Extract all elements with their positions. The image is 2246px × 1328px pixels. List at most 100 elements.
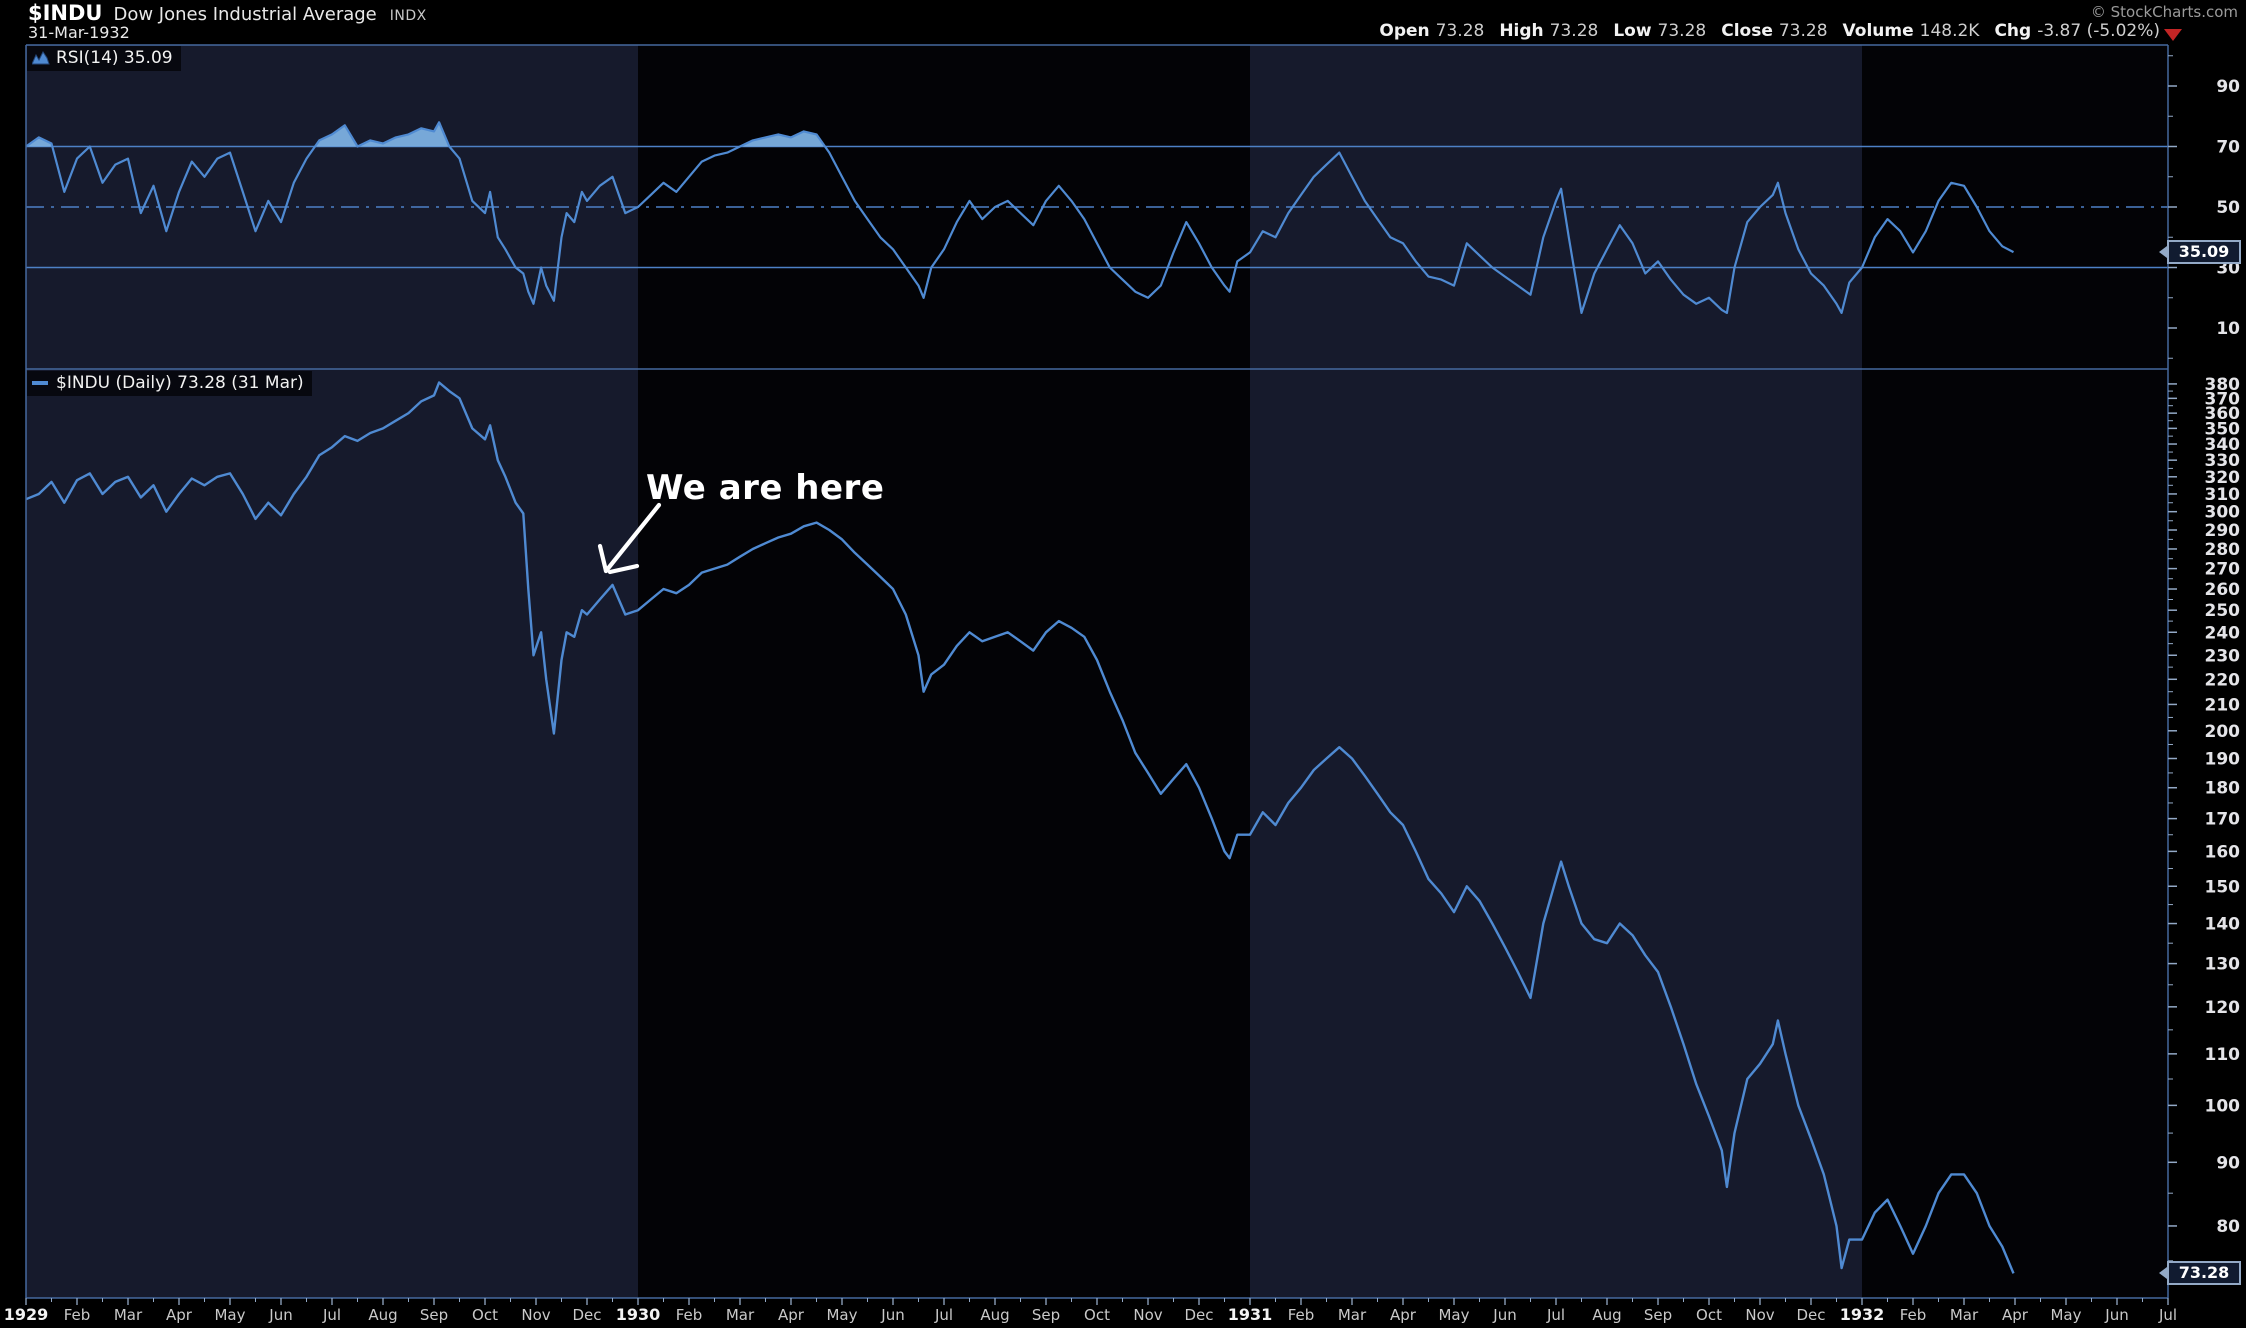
price-tick-label: 340 (2205, 435, 2241, 455)
quote-volume-label: Volume (1842, 21, 1914, 41)
price-tick-label: 240 (2205, 623, 2241, 643)
year-band (26, 45, 638, 1298)
quote-open-label: Open (1379, 21, 1430, 41)
x-axis-label: 1931 (1228, 1305, 1273, 1324)
quote-high-label: High (1499, 21, 1544, 41)
price-line (25, 381, 2015, 1274)
instrument-name: Dow Jones Industrial Average (113, 4, 377, 25)
x-axis-label: Feb (1288, 1306, 1315, 1324)
quote-close-label: Close (1721, 21, 1773, 41)
rsi-tick-label: 70 (2216, 138, 2240, 158)
x-axis-label: Oct (1696, 1306, 1722, 1324)
quote-close-value: 73.28 (1778, 21, 1828, 41)
price-tick-label: 110 (2205, 1045, 2241, 1065)
price-tick-label: 100 (2205, 1096, 2241, 1116)
x-axis-label: Dec (1184, 1306, 1213, 1324)
rsi-current-value: 35.09 (2178, 242, 2230, 262)
x-axis-label: Mar (1950, 1306, 1979, 1324)
price-tick-label: 80 (2216, 1217, 2240, 1237)
price-tick-label: 220 (2205, 670, 2241, 690)
price-tick-label: 210 (2205, 695, 2241, 715)
price-line-swatch-icon (32, 381, 48, 385)
x-axis-label: Feb (64, 1306, 91, 1324)
price-tick-label: 180 (2205, 779, 2241, 799)
quote-low-value: 73.28 (1657, 21, 1707, 41)
we-are-here-arrow (603, 502, 662, 574)
x-axis-label: May (2050, 1306, 2081, 1324)
x-axis-label: Sep (420, 1306, 448, 1324)
rsi-legend: RSI(14) 35.09 (27, 46, 181, 71)
price-tick-label: 260 (2205, 580, 2241, 600)
price-tick-label: 280 (2205, 540, 2241, 560)
x-axis-label: Aug (980, 1306, 1009, 1324)
x-axis-label: Feb (676, 1306, 703, 1324)
quote-volume-value: 148.2K (1919, 21, 1980, 41)
price-tick-label: 370 (2205, 389, 2241, 409)
x-axis-label: Jun (268, 1306, 292, 1324)
exchange-label: INDX (389, 8, 427, 24)
price-tick-label: 150 (2205, 877, 2241, 897)
x-axis-label: Apr (166, 1306, 193, 1324)
x-axis-label: Feb (1900, 1306, 1927, 1324)
x-axis-label: Nov (1133, 1306, 1162, 1324)
rsi-legend-label: RSI(14) 35.09 (56, 48, 173, 68)
quote-bar: Open 73.28 High 73.28 Low 73.28 Close 73.28 Volu… (1364, 21, 2160, 41)
header: $INDU Dow Jones Industrial Average INDX (28, 1, 427, 25)
price-tick-label: 250 (2205, 601, 2241, 621)
x-axis-label: Sep (1644, 1306, 1672, 1324)
we-are-here-annotation: We are here (646, 468, 885, 508)
price-legend-label: $INDU (Daily) 73.28 (31 Mar) (56, 373, 304, 393)
x-axis-label: Dec (572, 1306, 601, 1324)
price-current-value-box: 73.28 (2159, 1261, 2241, 1286)
rsi-overbought-fill (26, 122, 2014, 147)
symbol: $INDU (28, 1, 103, 25)
chart-date: 31-Mar-1932 (28, 23, 130, 42)
x-axis-label: 1930 (616, 1305, 661, 1324)
copyright: © StockCharts.com (2090, 3, 2238, 21)
rsi-current-value-box: 35.09 (2159, 240, 2241, 265)
price-tick-label: 300 (2205, 503, 2241, 523)
x-axis-label: Jul (934, 1306, 953, 1324)
price-tick-label: 190 (2205, 750, 2241, 770)
we-are-here-arrow (607, 563, 640, 575)
price-current-value: 73.28 (2178, 1263, 2230, 1283)
x-axis-label: Jul (322, 1306, 341, 1324)
x-axis-label: Jul (1546, 1306, 1565, 1324)
quote-open-value: 73.28 (1435, 21, 1485, 41)
x-axis-label: Jun (880, 1306, 904, 1324)
quote-chg-label: Chg (1994, 21, 2032, 41)
x-axis-label: Aug (1592, 1306, 1621, 1324)
price-legend: $INDU (Daily) 73.28 (31 Mar) (27, 371, 312, 396)
x-axis-label: May (214, 1306, 245, 1324)
x-axis-label: Oct (472, 1306, 498, 1324)
rsi-tick-label: 10 (2216, 319, 2240, 339)
rsi-area-chart-icon (32, 51, 50, 65)
price-tick-label: 350 (2205, 419, 2241, 439)
price-tick-label: 170 (2205, 810, 2241, 830)
x-axis-label: Dec (1796, 1306, 1825, 1324)
price-tick-label: 360 (2205, 404, 2241, 424)
x-axis-label: Mar (114, 1306, 143, 1324)
rsi-tick-label: 50 (2216, 198, 2240, 218)
x-axis-label: 1929 (4, 1305, 49, 1324)
x-axis-label: Mar (726, 1306, 755, 1324)
quote-high-value: 73.28 (1549, 21, 1599, 41)
price-tick-label: 270 (2205, 560, 2241, 580)
x-axis-label: Jun (2104, 1306, 2128, 1324)
we-are-here-arrow (597, 543, 609, 574)
x-axis-label: 1932 (1840, 1305, 1885, 1324)
x-axis-label: Apr (778, 1306, 805, 1324)
change-down-triangle-icon (2164, 29, 2182, 41)
x-axis-label: May (826, 1306, 857, 1324)
price-tick-label: 310 (2205, 485, 2241, 505)
rsi-line (25, 121, 2015, 314)
x-axis-label: May (1438, 1306, 1469, 1324)
x-axis-label: Jul (2158, 1306, 2177, 1324)
x-axis-label: Apr (2002, 1306, 2029, 1324)
x-axis-label: Oct (1084, 1306, 1110, 1324)
x-axis-label: Nov (1745, 1306, 1774, 1324)
price-tick-label: 320 (2205, 468, 2241, 488)
x-axis-label: Apr (1390, 1306, 1417, 1324)
